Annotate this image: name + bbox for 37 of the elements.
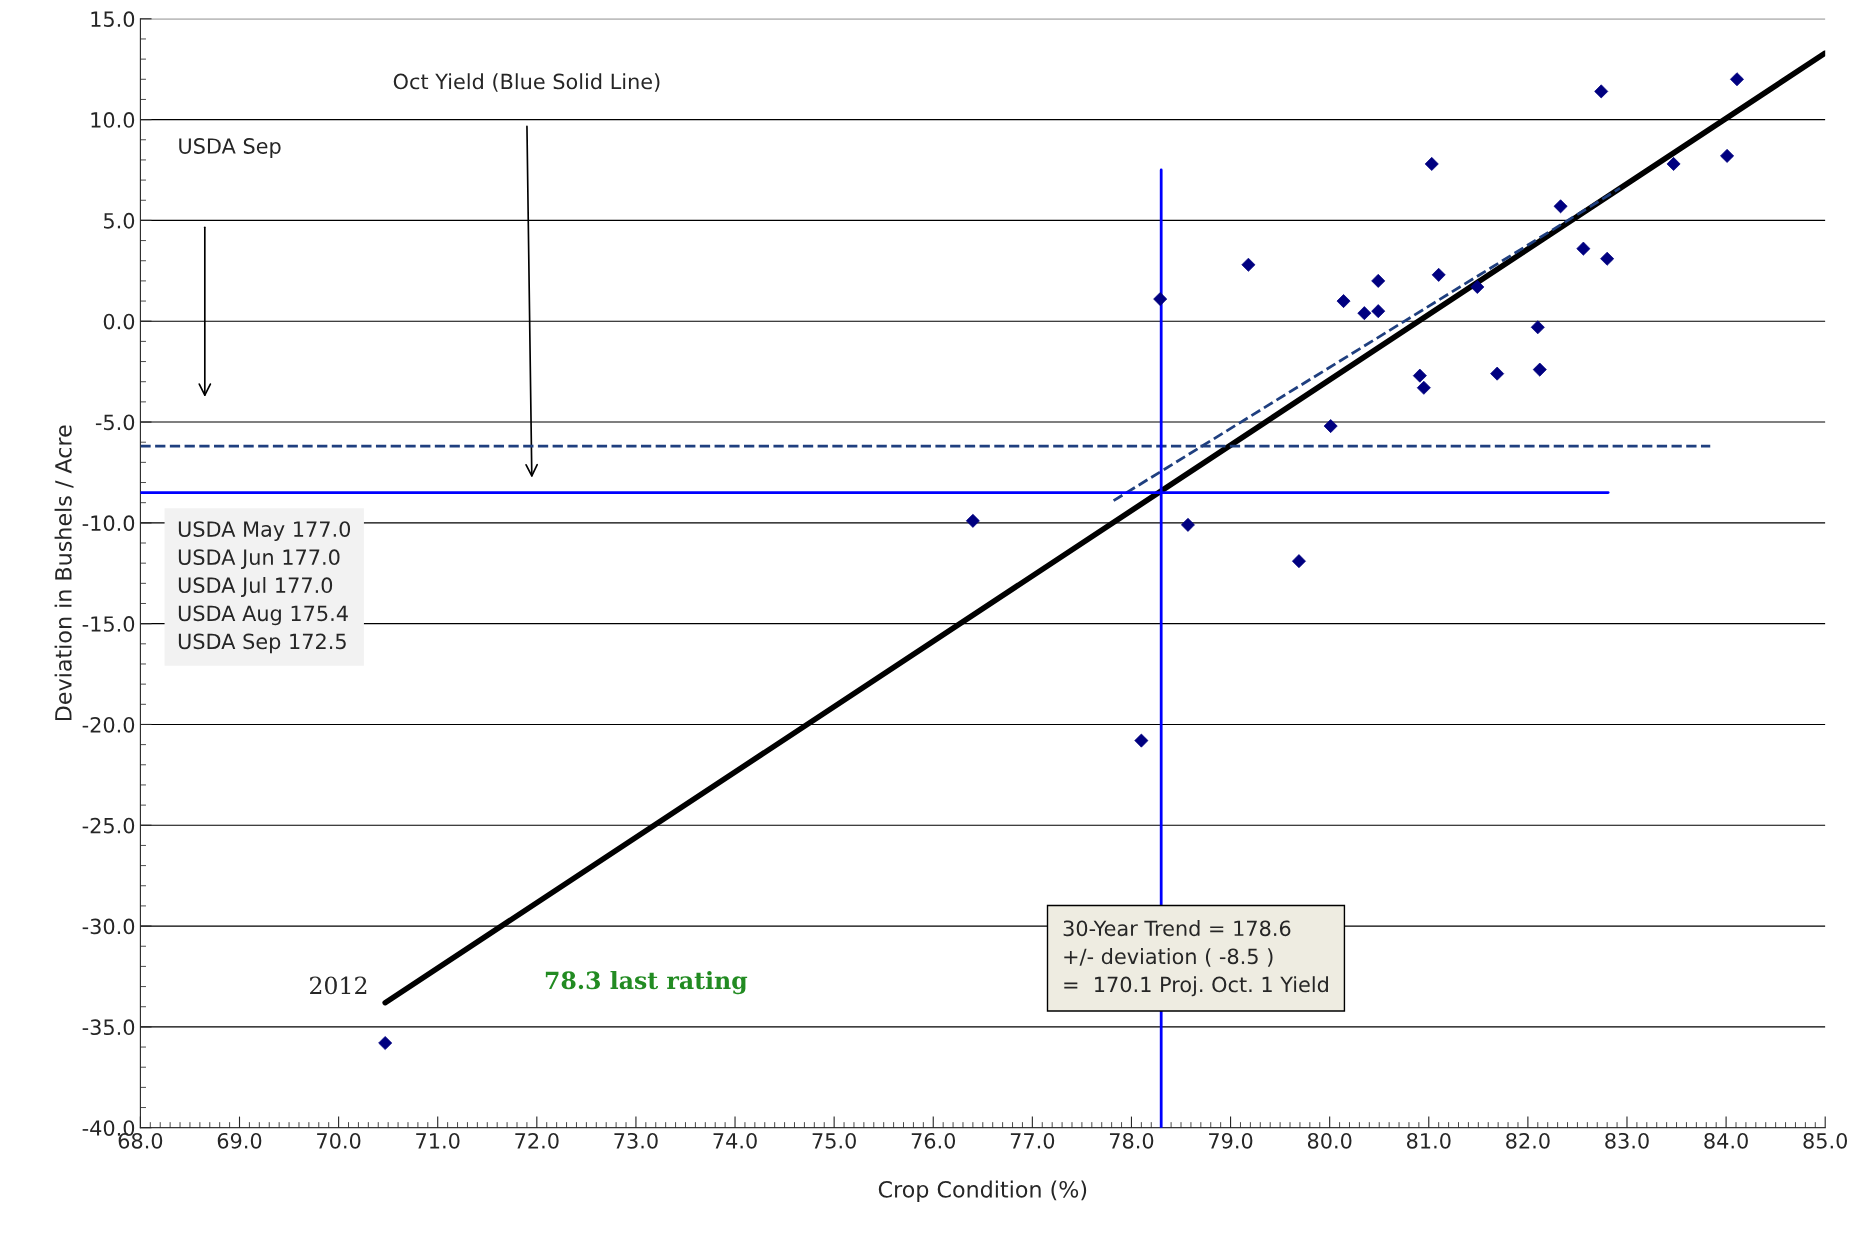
x-tick-label: 82.0 — [1506, 1132, 1550, 1149]
x-tick-label: 85.0 — [1803, 1132, 1848, 1149]
x-tick-label: 73.0 — [614, 1132, 658, 1149]
x-tick-label: 74.0 — [713, 1132, 757, 1149]
x-tick-label: 83.0 — [1605, 1132, 1649, 1149]
point — [1412, 368, 1427, 383]
y-tick-label: -5.0 — [95, 414, 135, 431]
annotation: USDA Sep — [179, 138, 281, 158]
y-tick-label: -30.0 — [82, 918, 135, 935]
y-tick-label: 5.0 — [104, 212, 135, 229]
x-tick-label: 72.0 — [515, 1132, 559, 1149]
y-tick-label: -10.0 — [82, 515, 135, 532]
x-tick-label: 70.0 — [317, 1132, 361, 1149]
x-tick-label: 81.0 — [1407, 1132, 1451, 1149]
annotation: USDA May 177.0 USDA Jun 177.0 USDA Jul 177.0 USDA Aug 175.4 USDA Sep 172.5 — [178, 521, 351, 654]
annotation: Oct Yield (Blue Solid Line) — [393, 73, 660, 92]
y-tick-label: 10.0 — [91, 112, 135, 128]
x-tick-label: 79.0 — [1209, 1132, 1253, 1149]
x-tick-label: 76.0 — [911, 1132, 956, 1149]
annotation: 30-Year Trend = 178.6 +/- deviation ( -8.5 ) = 170.1 Proj. Oct. 1 Yield — [1063, 920, 1328, 997]
y-tick-label: -25.0 — [82, 817, 135, 834]
x-tick-label: 77.0 — [1010, 1132, 1055, 1149]
y-axis-title: Deviation in Bushels / Acre — [54, 425, 74, 721]
annotation: 2012 — [310, 976, 367, 995]
x-tick-label: 75.0 — [812, 1132, 856, 1149]
y-tick-label: 15.0 — [91, 11, 135, 28]
y-tick-label: -20.0 — [82, 716, 135, 733]
x-tick-label: 69.0 — [217, 1132, 262, 1149]
y-tick-label: -15.0 — [82, 616, 135, 632]
y-tick-label: 0.0 — [103, 313, 135, 330]
x-tick-label: 80.0 — [1307, 1132, 1352, 1149]
x-tick-label: 78.0 — [1109, 1132, 1154, 1149]
y-tick-label: -35.0 — [82, 1019, 135, 1036]
annotation: 78.3 last rating — [545, 970, 748, 995]
x-tick-label: 84.0 — [1704, 1132, 1748, 1149]
x-axis-title: Crop Condition (%) — [878, 1180, 1087, 1203]
x-tick-label: 71.0 — [416, 1132, 460, 1149]
